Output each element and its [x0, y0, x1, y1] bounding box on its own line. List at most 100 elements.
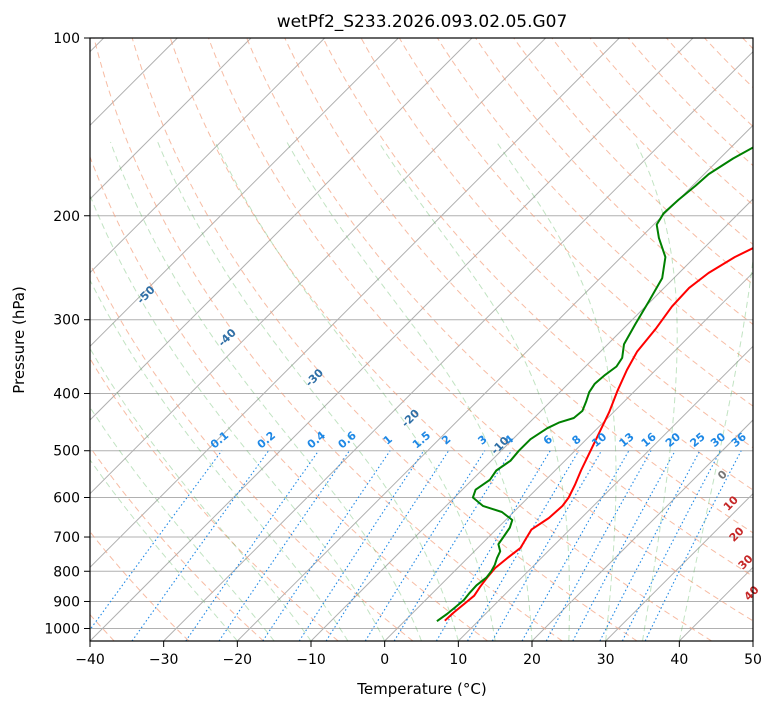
- adiabat-label: 0: [715, 467, 730, 482]
- profile-lines: [436, 146, 753, 623]
- mixing-ratio-line: [572, 450, 676, 641]
- dry-adiabat: [551, 38, 753, 245]
- dry-adiabat: [704, 38, 753, 89]
- mixing-ratio-line: [393, 450, 512, 641]
- mixing-ratio-label: 25: [688, 430, 708, 450]
- isotherm: [90, 38, 473, 421]
- adiabat-label: 10: [721, 493, 741, 513]
- dry-adiabat: [90, 357, 339, 641]
- moist-adiabat: [378, 141, 570, 641]
- dry-adiabat: [93, 38, 563, 641]
- isotherm: [752, 640, 753, 641]
- isotherm: [163, 50, 753, 641]
- moist-adiabat: [110, 141, 422, 641]
- mixing-ratio-line: [491, 450, 602, 641]
- isotherm: [90, 38, 252, 200]
- dry-adiabat: [169, 38, 712, 641]
- moist-adiabat: [90, 458, 238, 641]
- mixing-ratio-line: [185, 450, 320, 641]
- isotherm: [310, 198, 753, 641]
- isotherm: [605, 492, 753, 641]
- mixing-ratio-line: [131, 450, 270, 641]
- y-tick-label: 400: [53, 387, 80, 403]
- moist-adiabat: [214, 141, 496, 641]
- y-tick-label: 700: [53, 530, 80, 546]
- x-tick-label: −10: [296, 652, 326, 668]
- mixing-ratio-label: 8: [569, 433, 583, 448]
- mixing-ratio-line: [435, 450, 551, 641]
- dry-adiabat: [666, 38, 753, 128]
- isotherm: [236, 124, 753, 641]
- y-tick-label: 500: [53, 444, 80, 460]
- x-tick-label: −30: [149, 652, 179, 668]
- moist-adiabat: [286, 141, 533, 641]
- dry-adiabat: [360, 38, 753, 449]
- dry-adiabat: [90, 155, 488, 641]
- x-tick-label: 50: [744, 652, 762, 668]
- dry-adiabat-label: -20: [399, 407, 422, 430]
- dry-adiabat: [90, 446, 264, 641]
- mixing-ratio-label: 13: [617, 430, 637, 450]
- dry-adiabat-label: -50: [134, 283, 157, 306]
- dry-adiabat: [208, 38, 753, 622]
- moist-adiabat: [90, 279, 349, 641]
- moist-adiabat: [635, 141, 678, 641]
- dry-adiabat: [627, 38, 753, 167]
- dry-adiabat: [246, 38, 753, 578]
- mixing-ratio-line: [218, 450, 350, 641]
- x-tick-label: 40: [670, 652, 688, 668]
- moist-adiabat: [496, 141, 617, 641]
- y-tick-label: 1000: [44, 621, 80, 637]
- mixing-ratio-line: [262, 450, 391, 641]
- mixing-ratio-line: [325, 450, 450, 641]
- x-tick-label: 10: [449, 652, 467, 668]
- isotherm: [531, 419, 753, 641]
- dry-adiabat: [131, 38, 638, 641]
- y-tick-label: 200: [53, 209, 80, 225]
- mixing-ratio-line: [521, 450, 630, 641]
- isotherm: [90, 38, 694, 641]
- adiabat-label: 40: [742, 583, 762, 603]
- isotherm: [90, 38, 326, 274]
- moist-adiabat: [157, 141, 459, 641]
- mixing-ratio-label: 1: [381, 433, 395, 448]
- mixing-ratio-label: 0.4: [305, 429, 329, 452]
- mixing-ratio-label: 3: [475, 433, 489, 448]
- moist-adiabat: [90, 194, 386, 641]
- isotherm: [384, 271, 753, 641]
- y-tick-label: 900: [53, 594, 80, 610]
- y-tick-label: 800: [53, 564, 80, 580]
- dry-adiabat: [475, 38, 753, 326]
- x-axis-label: Temperature (°C): [356, 680, 486, 698]
- isotherm: [678, 566, 753, 641]
- y-tick-label: 600: [53, 490, 80, 506]
- dry-adiabat-label: -30: [303, 366, 326, 389]
- y-tick-label: 300: [53, 313, 80, 329]
- temperature-line: [444, 247, 753, 622]
- dry-adiabat: [589, 38, 753, 206]
- dry-adiabat: [90, 262, 414, 641]
- x-axis: −40 −30 −20 −10 0 10 20 30 40 50: [75, 641, 762, 668]
- mixing-ratio-line: [467, 450, 580, 641]
- x-tick-label: 20: [523, 652, 541, 668]
- mixing-ratio-line: [644, 450, 742, 641]
- isotherm: [90, 38, 399, 348]
- dewpoint-line: [436, 146, 753, 623]
- plot-area: 0.1 0.2 0.4 0.6 1 1.5 2 3 4 6 8 10 13 16 20 25 30 36-50-4…: [89, 37, 762, 642]
- isotherm: [90, 38, 620, 569]
- dry-adiabat: [513, 38, 753, 285]
- x-tick-label: 0: [380, 652, 389, 668]
- y-tick-label: 100: [53, 31, 80, 47]
- mixing-ratio-line: [545, 450, 652, 641]
- dry-adiabat-label: -40: [216, 326, 239, 349]
- isotherm: [457, 345, 753, 641]
- x-tick-label: −40: [75, 652, 105, 668]
- plot-frame: [89, 37, 754, 642]
- mixing-ratio-line: [364, 450, 486, 641]
- moist-adiabat: [678, 255, 753, 641]
- mixing-ratio-line: [298, 450, 425, 641]
- x-tick-label: 30: [597, 652, 615, 668]
- chart-title: wetPf2_S233.2026.093.02.05.G07: [277, 12, 568, 32]
- isotherm: [90, 38, 547, 495]
